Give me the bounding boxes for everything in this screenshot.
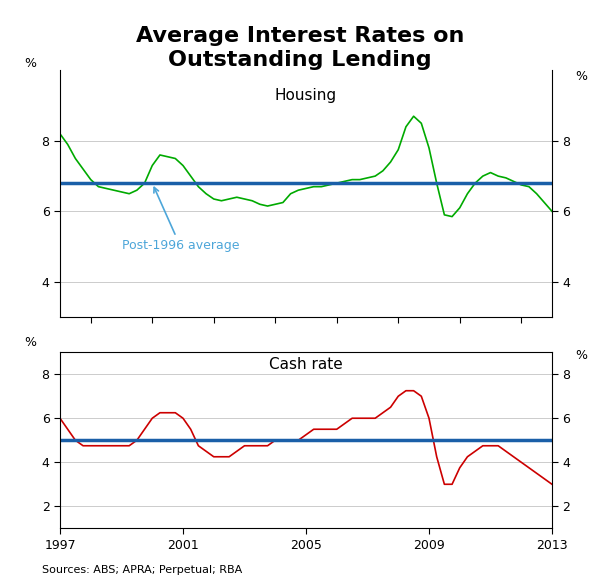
Text: Post-1996 average: Post-1996 average <box>121 187 239 252</box>
Y-axis label: %: % <box>25 336 37 349</box>
Text: Average Interest Rates on
Outstanding Lending: Average Interest Rates on Outstanding Le… <box>136 26 464 70</box>
Text: Cash rate: Cash rate <box>269 357 343 373</box>
Y-axis label: %: % <box>575 349 587 362</box>
Y-axis label: %: % <box>575 70 587 83</box>
Text: Housing: Housing <box>275 87 337 103</box>
Text: Sources: ABS; APRA; Perpetual; RBA: Sources: ABS; APRA; Perpetual; RBA <box>42 565 242 575</box>
Y-axis label: %: % <box>25 58 37 70</box>
